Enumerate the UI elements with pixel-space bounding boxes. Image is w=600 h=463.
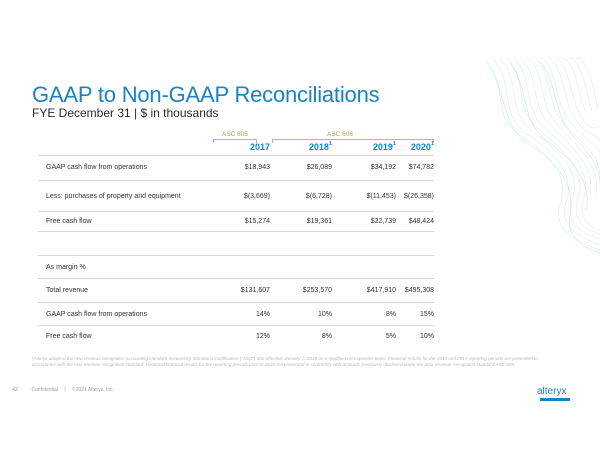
column-header-2017: 2017 [249, 142, 270, 152]
cell-2020: $495,308 [404, 287, 434, 294]
asc-605-bracket [213, 139, 257, 143]
column-header-2020: 20201 [410, 141, 434, 152]
cell-2017: $15,274 [244, 218, 270, 225]
cell-2020: 10% [419, 333, 434, 340]
cell-2019: $(11,453) [366, 193, 396, 200]
cell-2018: 8% [321, 333, 332, 340]
footnote: ¹Alteryx adopted the new revenue recogni… [32, 356, 538, 367]
column-header-2018: 20181 [308, 141, 332, 152]
cell-2020: 15% [419, 311, 434, 318]
asc-605-label: ASC 605 [221, 131, 249, 138]
cell-2019: 8% [385, 311, 396, 318]
footer-separator: | [64, 387, 66, 393]
row-label: GAAP cash flow from operations [46, 164, 148, 171]
table-row-gaap-cash-flow-margin: GAAP cash flow from operations 14% 10% 8… [38, 303, 434, 326]
row-label: Less: purchases of property and equipmen… [46, 193, 181, 200]
row-label: Total revenue [46, 287, 89, 294]
cell-2017: 14% [255, 311, 270, 318]
cell-2017: $131,607 [240, 287, 270, 294]
row-label: Free cash flow [46, 218, 92, 225]
cell-2019: $417,910 [366, 287, 396, 294]
confidential-label: Confidential [31, 387, 58, 393]
decorative-wave-graphic [484, 56, 600, 254]
page-number: 42 [12, 387, 19, 393]
row-label: Free cash flow [46, 333, 92, 340]
alteryx-logo: alteryx [537, 386, 567, 397]
cell-2019: 5% [385, 333, 396, 340]
cell-2018: $19,361 [306, 218, 332, 225]
cell-2018: $253,570 [302, 287, 332, 294]
logo-underline-bar [540, 398, 570, 401]
cell-2019: $34,192 [370, 164, 396, 171]
table-row-free-cash-flow-margin: Free cash flow 12% 8% 5% 10% [38, 326, 434, 348]
table-row-margin-header: As margin % [38, 256, 434, 279]
cell-2020: $74,782 [408, 164, 434, 171]
cell-2020: $(26,358) [404, 193, 434, 200]
reconciliation-table: 2017 20181 20191 20201 GAAP cash flow fr… [38, 140, 434, 348]
asc-606-bracket [272, 139, 434, 143]
slide-title: GAAP to Non-GAAP Reconciliations [32, 82, 380, 107]
cell-2017: $(3,669) [243, 193, 270, 200]
table-row-total-revenue: Total revenue $131,607 $253,570 $417,910… [38, 279, 434, 303]
asc-606-label: ASC 606 [326, 131, 354, 138]
cell-2020: $48,424 [408, 218, 434, 225]
cell-2018: $(6,728) [305, 193, 332, 200]
slide-footer: 42 Confidential | ©2021 Alteryx, Inc. [12, 387, 114, 393]
row-label: GAAP cash flow from operations [46, 311, 148, 318]
table-row-free-cash-flow: Free cash flow $15,274 $19,361 $22,739 $… [38, 212, 434, 232]
table-header-row: 2017 20181 20191 20201 [38, 140, 434, 156]
table-row-capex: Less: purchases of property and equipmen… [38, 181, 434, 212]
cell-2018: 10% [317, 311, 332, 318]
cell-2017: $18,943 [244, 164, 270, 171]
row-label: As margin % [46, 264, 86, 271]
table-row-spacer [38, 232, 434, 256]
cell-2019: $22,739 [370, 218, 396, 225]
cell-2017: 12% [255, 333, 270, 340]
cell-2018: $26,089 [306, 164, 332, 171]
copyright: ©2021 Alteryx, Inc. [72, 387, 115, 393]
table-row-gaap-cash-flow: GAAP cash flow from operations $18,943 $… [38, 156, 434, 181]
column-header-2019: 20191 [372, 141, 396, 152]
slide-subtitle: FYE December 31 | $ in thousands [32, 106, 219, 120]
